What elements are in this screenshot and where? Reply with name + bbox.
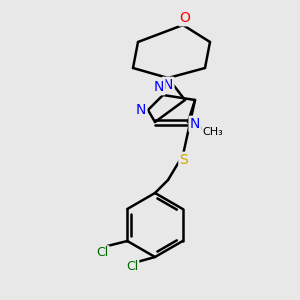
Text: O: O (180, 11, 190, 25)
Text: Cl: Cl (96, 247, 108, 260)
Text: Cl: Cl (126, 260, 138, 274)
Text: N: N (163, 78, 173, 92)
Text: N: N (154, 80, 164, 94)
Text: N: N (190, 117, 200, 131)
Text: N: N (136, 103, 146, 117)
Text: CH₃: CH₃ (202, 127, 224, 137)
Text: S: S (180, 153, 188, 167)
